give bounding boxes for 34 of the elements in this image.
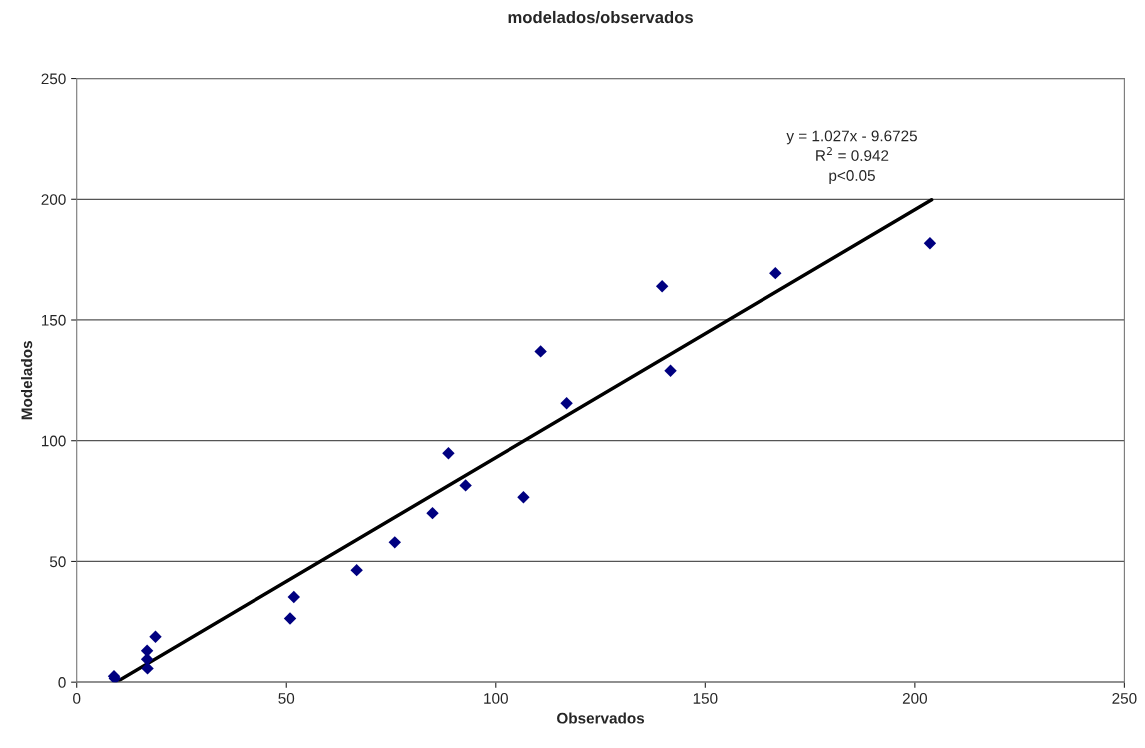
annotation: y = 1.027x - 9.6725 R$^{2}$ = 0.942 p<0.05	[786, 130, 917, 184]
point	[426, 506, 439, 520]
x-tick-label: 250	[1112, 693, 1137, 704]
point	[283, 612, 297, 625]
x-axis-title: Observados	[557, 712, 645, 724]
y-tick-label: 250	[41, 73, 66, 85]
point	[655, 279, 669, 293]
y-tick-label: 0	[58, 677, 66, 688]
point	[517, 491, 530, 504]
point	[769, 266, 782, 280]
point	[388, 536, 401, 549]
point	[923, 237, 937, 250]
y-tick-label: 200	[41, 194, 66, 205]
point	[141, 662, 154, 675]
point	[664, 364, 677, 377]
point	[442, 447, 455, 460]
chart-title: modelados/observados	[508, 10, 693, 24]
point	[350, 563, 363, 577]
point	[149, 630, 162, 643]
x-tick-label: 50	[278, 693, 295, 704]
point	[140, 653, 154, 666]
y-tick-label: 150	[41, 314, 66, 326]
x-tick-label: 100	[484, 693, 508, 704]
y-axis-title: Modelados	[21, 341, 33, 420]
point	[560, 397, 573, 410]
point	[534, 345, 547, 358]
x-tick-label: 200	[902, 693, 927, 704]
point	[140, 644, 154, 657]
y-tick-label: 100	[41, 435, 66, 447]
point	[459, 479, 472, 492]
x-tick-label: 0	[73, 693, 81, 704]
y-tick-label: 50	[49, 556, 66, 568]
point	[287, 590, 300, 604]
x-tick-label: 150	[693, 693, 718, 704]
